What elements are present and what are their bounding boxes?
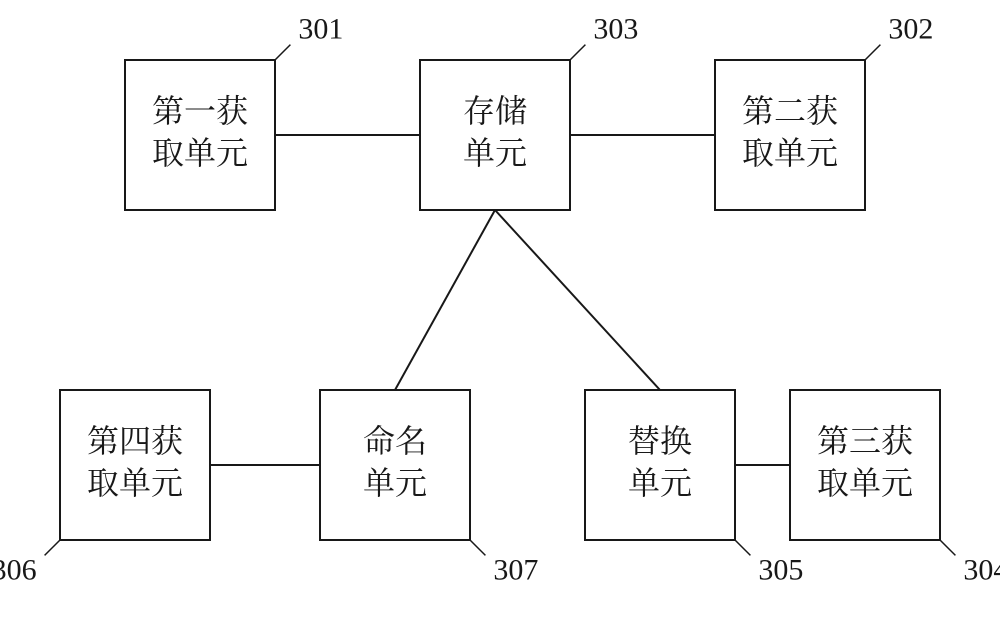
node-n307: 命名单元 307 (320, 390, 538, 586)
node-text-line2: 单元 (363, 458, 427, 504)
node-n303: 存储单元 303 (420, 13, 638, 210)
nodes-layer: 第一获取单元301存储单元303第二获取单元302第四获取单元306命名单元30… (0, 13, 1000, 587)
node-label: 307 (493, 553, 538, 586)
node-text-line1: 第二获 (742, 86, 838, 132)
node-text-line2: 单元 (628, 458, 692, 504)
node-n304: 第三获取单元 304 (790, 390, 1000, 586)
node-label: 302 (888, 13, 933, 46)
node-n302: 第二获取单元 302 (715, 13, 933, 210)
node-n305: 替换单元 305 (585, 390, 803, 586)
node-label: 305 (758, 553, 803, 586)
edge-n303-n307 (395, 210, 495, 390)
node-label: 304 (963, 553, 1000, 586)
node-text-line2: 取单元 (87, 458, 183, 504)
node-text-line2: 取单元 (742, 128, 838, 174)
diagram-canvas: 第一获取单元301存储单元303第二获取单元302第四获取单元306命名单元30… (0, 0, 1000, 629)
node-text-line2: 取单元 (817, 458, 913, 504)
node-text-line1: 替换 (628, 416, 692, 462)
label-tick (735, 540, 750, 555)
node-text-line1: 第四获 (87, 416, 183, 462)
node-text-line1: 存储 (463, 86, 527, 132)
label-tick (470, 540, 485, 555)
node-label: 306 (0, 553, 37, 586)
node-n306: 第四获取单元 306 (0, 390, 210, 586)
node-label: 303 (593, 13, 638, 46)
node-text-line2: 取单元 (152, 128, 248, 174)
edge-n303-n305 (495, 210, 660, 390)
node-text-line1: 第一获 (152, 86, 248, 132)
label-tick (865, 45, 880, 60)
node-text-line1: 第三获 (817, 416, 913, 462)
label-tick (940, 540, 955, 555)
label-tick (570, 45, 585, 60)
node-label: 301 (298, 13, 343, 46)
label-tick (45, 540, 60, 555)
label-tick (275, 45, 290, 60)
edges-layer (210, 135, 790, 465)
node-text-line1: 命名 (363, 416, 427, 462)
node-n301: 第一获取单元 301 (125, 13, 343, 210)
node-text-line2: 单元 (463, 128, 527, 174)
